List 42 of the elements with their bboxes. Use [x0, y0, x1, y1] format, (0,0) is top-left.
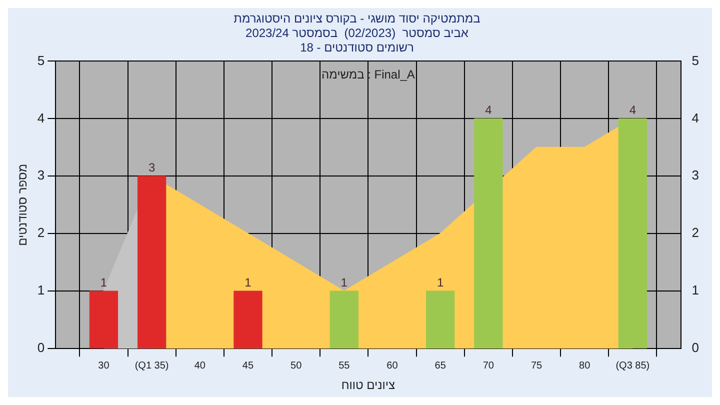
x-tick-label: 70	[482, 360, 494, 372]
x-tick-label: 40	[194, 360, 206, 372]
chart-title: במתמטיקה יסוד מושגי - בקורס ציונים היסטוגרמת	[234, 12, 480, 26]
y2-tick-label: 1	[692, 282, 700, 298]
y2-tick-label: 4	[692, 110, 700, 126]
y2-tick-label: 2	[692, 225, 700, 240]
x-tick-label: 55	[338, 360, 350, 372]
x-tick-label: 80	[579, 360, 591, 372]
x-tick-label: 75	[530, 360, 543, 372]
x-tick-label: (Q1 35)	[134, 360, 169, 372]
y-tick-label: 4	[37, 110, 45, 126]
data-label: 4	[485, 102, 492, 117]
x-tick-label: 30	[98, 360, 110, 372]
bar	[474, 118, 503, 348]
data-label: 3	[148, 160, 156, 174]
y2-tick-label: 0	[692, 340, 700, 356]
data-label: 1	[100, 275, 108, 290]
data-label: 4	[629, 102, 636, 117]
data-label: 1	[340, 275, 348, 290]
x-tick-label: 60	[386, 360, 398, 372]
bar	[89, 290, 118, 348]
y-tick-label: 5	[37, 52, 45, 68]
y2-tick-label: 3	[692, 168, 700, 183]
chart-subtitle: 2023/24 אביב סמסטר (02/2023) בסמסטר 18 - רשומים סטודנטים	[246, 26, 469, 54]
annotation: Final_A : במשימה	[321, 68, 415, 82]
x-tick-label: (Q3 85)	[616, 360, 650, 372]
x-tick-label: 45	[242, 360, 254, 372]
bar	[330, 290, 358, 348]
x-axis-title: ציונים טווח	[341, 378, 396, 392]
y-tick-label: 1	[37, 282, 45, 298]
data-label: 1	[244, 275, 252, 290]
bar	[234, 290, 262, 348]
y-tick-label: 3	[37, 168, 45, 183]
y-axis-title: מספר סטודנטים	[16, 164, 30, 246]
data-label: 1	[436, 275, 444, 290]
y-tick-label: 0	[37, 340, 45, 356]
y2-tick-label: 5	[692, 52, 700, 68]
bar	[618, 118, 648, 348]
y-tick-label: 2	[37, 225, 45, 240]
x-tick-label: 50	[290, 360, 302, 372]
x-tick-label: 65	[434, 360, 446, 372]
bar	[426, 290, 455, 348]
